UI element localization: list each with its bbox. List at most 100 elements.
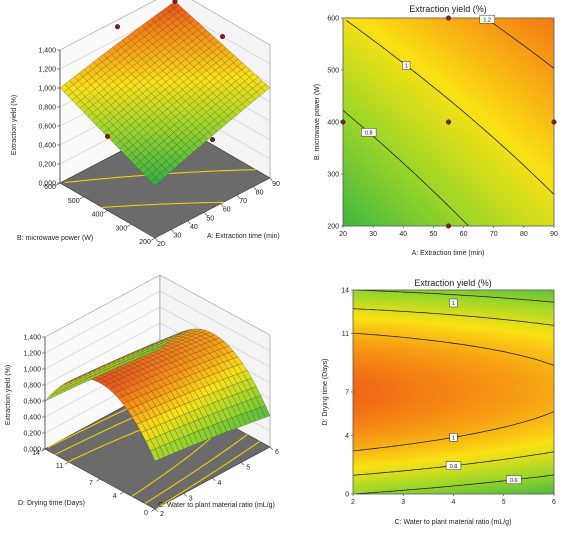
heat-cell (364, 77, 368, 81)
heat-cell (487, 59, 492, 64)
heat-cell (418, 47, 422, 52)
heat-cell (508, 211, 513, 215)
heat-cell (520, 136, 525, 141)
heat-cell (529, 71, 534, 76)
heat-cell (502, 110, 507, 114)
heat-cell (343, 56, 347, 61)
heat-cell (397, 50, 401, 55)
heat-cell (541, 95, 546, 99)
heat-cell (472, 142, 477, 147)
heat-cell (424, 50, 428, 55)
heat-cell (415, 205, 419, 209)
heat-cell (424, 154, 428, 159)
heat-cell (532, 92, 537, 96)
heat-cell (463, 101, 468, 105)
heat-cell (496, 154, 501, 159)
heat-cell (520, 148, 525, 153)
heat-cell (457, 181, 462, 185)
heat-cell (529, 80, 534, 84)
heat-cell (490, 59, 495, 64)
heat-cell (550, 130, 554, 135)
heat-cell (367, 208, 371, 212)
heat-cell (550, 163, 554, 168)
heat-cell (463, 44, 468, 49)
heat-cell (400, 217, 404, 221)
heat-cell (439, 86, 444, 90)
heat-cell (397, 101, 401, 105)
heat-cell (499, 208, 504, 212)
heat-cell (481, 205, 486, 209)
heat-cell (403, 202, 407, 206)
heat-cell (370, 190, 374, 194)
heat-cell (526, 116, 531, 120)
heat-cell (355, 119, 359, 123)
heat-cell (382, 193, 386, 197)
x-tick-label: 90 (272, 181, 280, 188)
heat-cell (382, 122, 386, 126)
heat-cell (490, 214, 495, 218)
heat-cell (421, 160, 425, 165)
heat-cell (349, 202, 353, 206)
heat-cell (538, 127, 543, 132)
heat-cell (355, 80, 359, 84)
heat-cell (367, 44, 371, 49)
heat-cell (544, 65, 549, 70)
heat-cell (496, 101, 501, 105)
heat-cell (433, 110, 438, 114)
heat-cell (493, 86, 498, 90)
heat-cell (523, 166, 528, 171)
heat-cell (382, 104, 386, 108)
heat-cell (376, 220, 380, 224)
heat-cell (358, 163, 362, 168)
heat-cell (343, 178, 347, 183)
heat-cell (343, 136, 347, 141)
heat-cell (343, 92, 347, 96)
heat-cell (517, 53, 522, 58)
heat-cell (514, 133, 519, 138)
heat-cell (421, 169, 425, 174)
heat-cell (388, 151, 392, 156)
heat-cell (424, 104, 428, 108)
heat-cell (343, 80, 347, 84)
heat-cell (550, 208, 554, 212)
heat-cell (451, 169, 456, 174)
heat-cell (502, 172, 507, 177)
x-tick (236, 194, 240, 199)
heat-cell (352, 62, 356, 67)
heat-cell (484, 133, 489, 138)
heat-cell (397, 56, 401, 61)
heat-cell (472, 44, 477, 49)
heat-cell (520, 113, 525, 117)
heat-cell (541, 199, 546, 203)
heat-cell (499, 172, 504, 177)
heat-cell (475, 77, 480, 81)
grid-line (59, 0, 271, 51)
heat-cell (520, 217, 525, 221)
heat-cell (400, 47, 404, 52)
heat-cell (394, 205, 398, 209)
heat-cell (385, 71, 389, 76)
heat-cell (511, 113, 516, 117)
heat-cell (526, 217, 531, 221)
heat-cell (421, 139, 425, 144)
heat-cell (469, 47, 474, 52)
heat-cell (424, 205, 428, 209)
heat-cell (370, 151, 374, 156)
heat-cell (475, 172, 480, 177)
heat-cell (448, 65, 453, 70)
heat-cell (538, 199, 543, 203)
heat-cell (382, 77, 386, 81)
heat-cell (376, 113, 380, 117)
heat-cell (547, 166, 552, 171)
heat-cell (457, 92, 462, 96)
heat-cell (541, 181, 546, 185)
heat-cell (523, 119, 528, 123)
heat-cell (472, 113, 477, 117)
heat-cell (526, 202, 531, 206)
heat-cell (379, 59, 383, 64)
heat-cell (514, 217, 519, 221)
heat-cell (370, 77, 374, 81)
heat-cell (541, 148, 546, 153)
heat-cell (436, 205, 441, 209)
heat-cell (445, 166, 450, 171)
